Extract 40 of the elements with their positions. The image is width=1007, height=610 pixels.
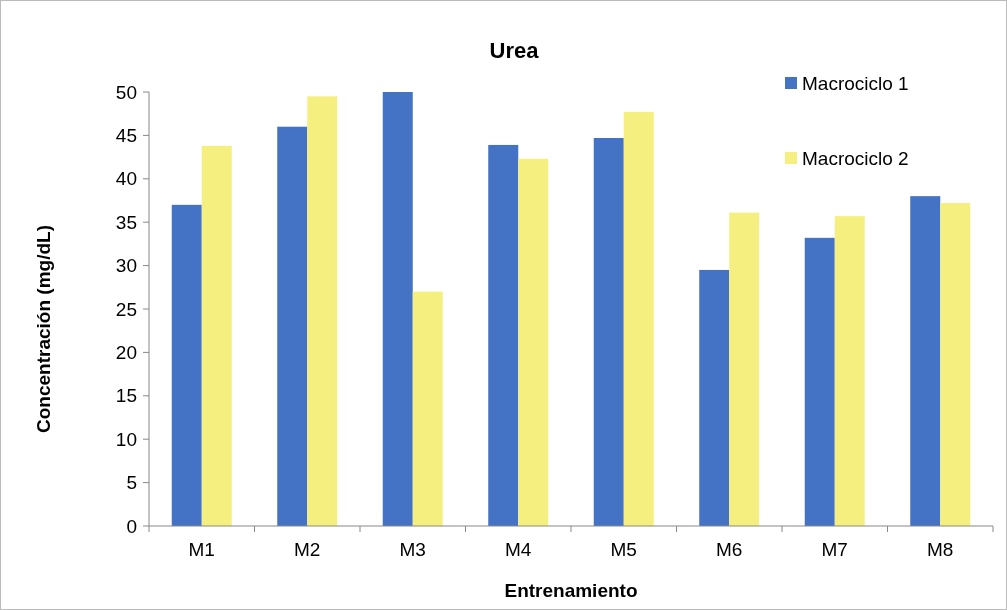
- bar: [488, 144, 519, 526]
- x-tick-label: M3: [399, 539, 426, 560]
- legend-label: Macrociclo 1: [802, 72, 909, 94]
- bar: [412, 291, 443, 526]
- bar: [382, 92, 413, 526]
- y-tick-label: 40: [115, 168, 137, 190]
- y-tick-label: 15: [115, 385, 137, 407]
- bar: [171, 204, 202, 526]
- bar: [940, 203, 971, 526]
- legend-label: Macrociclo 2: [802, 147, 909, 169]
- y-tick-label: 20: [115, 342, 137, 364]
- x-axis-title: Entrenamiento: [504, 580, 638, 601]
- chart-title: Urea: [489, 38, 540, 63]
- y-tick-label: 45: [115, 125, 137, 147]
- x-tick-label: M1: [188, 539, 215, 560]
- x-tick-label: M5: [610, 539, 637, 560]
- x-tick-label: M7: [821, 539, 848, 560]
- y-tick-label: 50: [115, 81, 137, 103]
- y-tick-label: 35: [115, 211, 137, 233]
- bar: [277, 126, 308, 526]
- bar: [804, 237, 835, 526]
- y-axis-title: Concentración (mg/dL): [33, 225, 54, 433]
- y-tick-label: 5: [126, 472, 137, 494]
- bar: [729, 212, 760, 526]
- bar: [307, 96, 338, 526]
- bar: [623, 111, 654, 526]
- bar: [910, 196, 941, 526]
- x-tick-label: M2: [294, 539, 321, 560]
- bar: [593, 138, 624, 526]
- x-tick-label: M8: [927, 539, 954, 560]
- bar: [834, 216, 865, 526]
- x-tick-label: M6: [716, 539, 743, 560]
- y-tick-label: 10: [115, 428, 137, 450]
- bar: [518, 158, 549, 526]
- y-tick-label: 30: [115, 255, 137, 277]
- y-tick-label: 25: [115, 298, 137, 320]
- x-tick-label: M4: [505, 539, 532, 560]
- bar: [201, 145, 232, 526]
- bar: [699, 269, 730, 526]
- y-tick-label: 0: [126, 515, 137, 537]
